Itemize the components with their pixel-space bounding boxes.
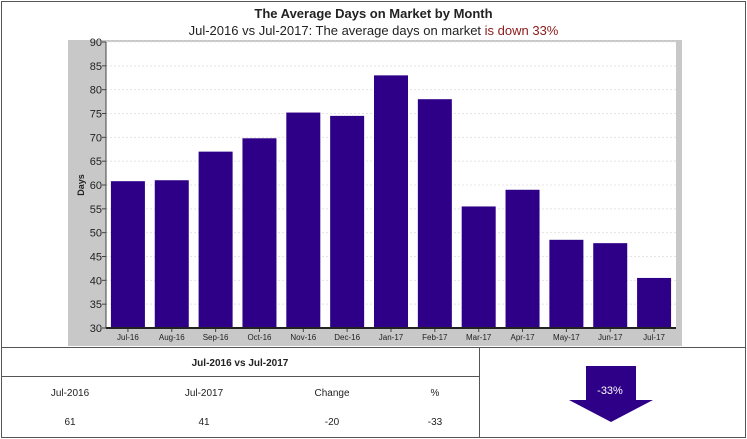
y-tick-label: 30 [90, 323, 102, 335]
bar-chart: 30 35 40 45 50 55 60 65 70 75 80 85 90 Jul-16 Aug-16 Se… [76, 37, 676, 342]
bar [242, 138, 277, 328]
comparison-rule [1, 376, 479, 377]
bar [505, 189, 540, 328]
x-tick-label: Jul-17 [643, 333, 665, 342]
header-jul-2017: Jul-2017 [184, 388, 224, 399]
bar [593, 243, 628, 328]
subtitle-trend: is down 33% [484, 23, 559, 38]
comparison-title: Jul-2016 vs Jul-2017 [191, 358, 289, 369]
x-tick-label: Jan-17 [379, 333, 404, 342]
x-tick-label: Nov-16 [290, 333, 316, 342]
y-tick-label: 90 [90, 37, 102, 49]
x-tick-label: Jul-16 [117, 333, 139, 342]
bar [417, 99, 452, 328]
y-tick-label: 70 [90, 132, 102, 144]
y-tick-label: 55 [90, 204, 102, 216]
down-arrow-icon [569, 366, 653, 422]
panel-divider [479, 347, 480, 438]
y-tick-label: 40 [90, 275, 102, 287]
bar [549, 239, 584, 328]
bar [374, 75, 408, 328]
chart-subtitle: Jul-2016 vs Jul-2017: The average days o… [0, 23, 747, 38]
y-tick-label: 45 [90, 252, 102, 264]
y-tick-label: 35 [90, 299, 102, 311]
change-indicator-label: -33% [597, 385, 623, 397]
y-axis-label: Days [76, 174, 86, 196]
value-change: -20 [324, 417, 340, 428]
bar [198, 151, 233, 328]
chart-title: The Average Days on Market by Month [254, 6, 493, 21]
bar [110, 181, 145, 328]
value-jul-2017: 41 [198, 417, 210, 428]
bar [637, 277, 672, 328]
bar [330, 115, 365, 328]
y-tick-label: 65 [90, 156, 102, 168]
section-divider [1, 347, 746, 348]
value-percent: -33 [427, 417, 443, 428]
x-tick-label: Dec-16 [334, 333, 360, 342]
x-tick-label: May-17 [553, 333, 580, 342]
y-tick-label: 80 [90, 85, 102, 97]
y-tick-label: 50 [90, 228, 102, 240]
x-tick-label: Feb-17 [422, 333, 448, 342]
x-tick-label: Jun-17 [598, 333, 623, 342]
y-tick-label: 85 [90, 61, 102, 73]
bar [154, 180, 189, 328]
x-tick-label: Sep-16 [203, 333, 229, 342]
x-tick-label: Mar-17 [466, 333, 492, 342]
bar [286, 112, 321, 329]
header-change: Change [314, 388, 350, 399]
header-percent: % [430, 388, 440, 399]
y-tick-label: 60 [90, 180, 102, 192]
x-tick-label: Oct-16 [247, 333, 272, 342]
value-jul-2016: 61 [64, 417, 76, 428]
header-jul-2016: Jul-2016 [50, 388, 90, 399]
y-tick-label: 75 [90, 109, 102, 121]
bar [461, 206, 496, 328]
x-tick-label: Aug-16 [159, 333, 185, 342]
subtitle-prefix: Jul-2016 vs Jul-2017: The average days o… [188, 23, 485, 38]
x-tick-label: Apr-17 [511, 333, 536, 342]
